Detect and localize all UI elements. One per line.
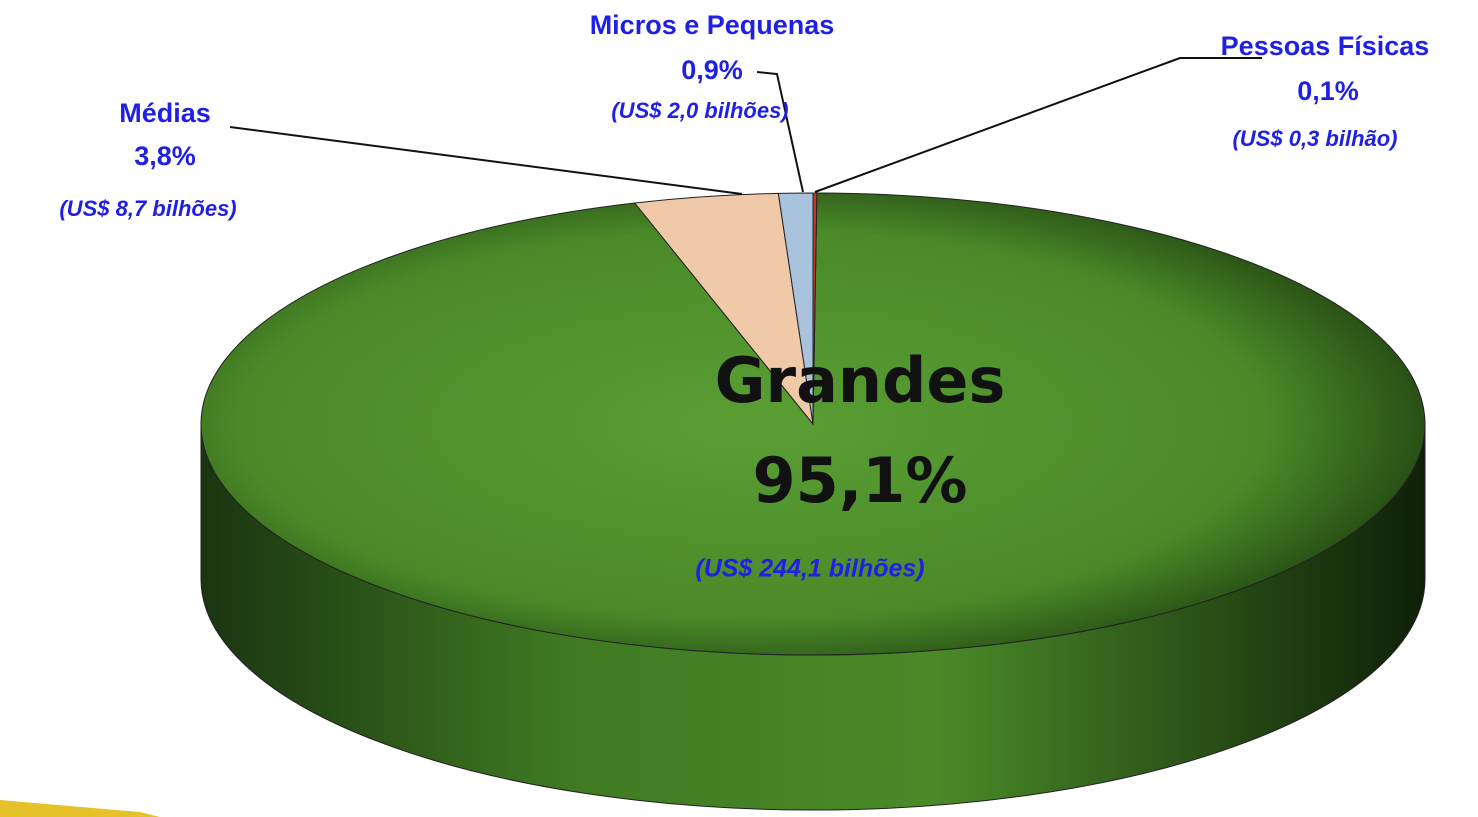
value-label: 0,1%: [1297, 76, 1359, 106]
amount-label: (US$ 8,7 bilhões): [59, 196, 236, 221]
decoration: [0, 800, 160, 817]
slice-label: Grandes: [715, 344, 1006, 417]
value-label: 95,1%: [752, 444, 967, 517]
value-label: 0,9%: [681, 55, 743, 85]
amount-label: (US$ 0,3 bilhão): [1232, 126, 1397, 151]
value-label: 3,8%: [134, 141, 196, 171]
amount-label: (US$ 244,1 bilhões): [695, 555, 924, 583]
slice-label: Micros e Pequenas: [590, 10, 835, 40]
pie-slice: [812, 192, 818, 425]
leader-line: [756, 71, 804, 193]
amount-label: (US$ 2,0 bilhões): [611, 98, 788, 123]
slice-label: Pessoas Físicas: [1221, 31, 1430, 61]
leader-line: [229, 126, 743, 195]
leader-line: [814, 57, 1262, 193]
slice-label: Médias: [119, 98, 211, 128]
